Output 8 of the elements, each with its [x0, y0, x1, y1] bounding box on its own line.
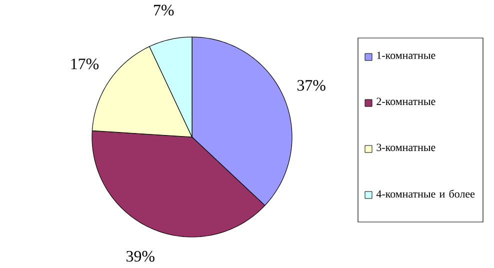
data-label: 39% — [126, 250, 154, 262]
data-label: 17% — [71, 58, 99, 70]
legend-label: 3-комнатные — [376, 144, 436, 152]
data-label: 7% — [154, 4, 174, 16]
legend-label: 1-комнатные — [377, 52, 436, 60]
data-label: 37% — [297, 80, 326, 91]
legend-label: 2-комнатные — [376, 98, 436, 106]
legend-label: 4-комнатные и более — [376, 190, 475, 198]
